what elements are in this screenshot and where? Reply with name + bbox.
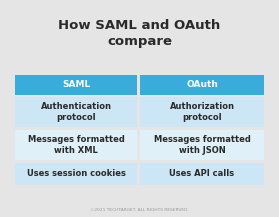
Text: Messages formatted
with XML: Messages formatted with XML (28, 135, 125, 155)
FancyBboxPatch shape (15, 130, 137, 160)
FancyBboxPatch shape (15, 75, 137, 95)
FancyBboxPatch shape (140, 130, 264, 160)
Text: Authorization
protocol: Authorization protocol (170, 102, 234, 122)
Text: OAuth: OAuth (186, 80, 218, 89)
FancyBboxPatch shape (15, 97, 137, 127)
Text: SAML: SAML (62, 80, 90, 89)
Text: How SAML and OAuth
compare: How SAML and OAuth compare (58, 19, 221, 48)
Text: ©2021 TECHTARGET. ALL RIGHTS RESERVED.: ©2021 TECHTARGET. ALL RIGHTS RESERVED. (90, 208, 189, 212)
FancyBboxPatch shape (15, 163, 137, 185)
FancyBboxPatch shape (140, 75, 264, 95)
Text: Authentication
protocol: Authentication protocol (41, 102, 112, 122)
FancyBboxPatch shape (140, 163, 264, 185)
Text: Uses API calls: Uses API calls (169, 169, 235, 178)
Text: Uses session cookies: Uses session cookies (27, 169, 126, 178)
Text: Messages formatted
with JSON: Messages formatted with JSON (153, 135, 251, 155)
FancyBboxPatch shape (140, 97, 264, 127)
